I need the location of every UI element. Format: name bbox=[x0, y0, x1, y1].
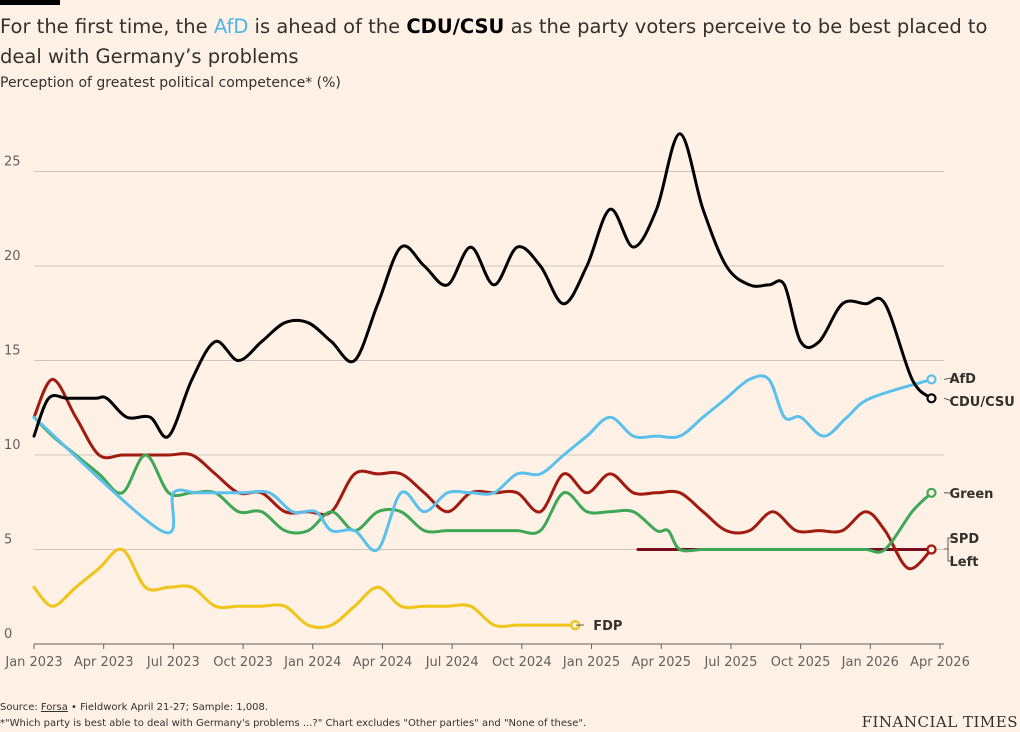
y-tick-label: 25 bbox=[4, 155, 21, 170]
title-cdu: CDU/CSU bbox=[406, 15, 505, 38]
x-axis: Jan 2023 Apr 2023 Jul 2023 Oct 2023 Jan 2024… bbox=[4, 644, 970, 670]
series-line-cducsu bbox=[32, 132, 933, 439]
x-tick-label: Apr 2026 bbox=[910, 655, 970, 670]
y-tick-label: 20 bbox=[4, 249, 21, 264]
series-line-spd bbox=[32, 377, 933, 571]
series-line-afd bbox=[32, 374, 933, 553]
x-tick-label: Oct 2024 bbox=[492, 655, 552, 670]
x-tick-label: Apr 2025 bbox=[631, 655, 691, 670]
series-label-left: Left bbox=[949, 555, 978, 570]
x-tick-label: Apr 2023 bbox=[74, 655, 134, 670]
x-tick-label: Apr 2024 bbox=[353, 655, 413, 670]
title-part-3: as the party voters perceive to be best … bbox=[0, 15, 988, 68]
series-line-green bbox=[32, 415, 933, 554]
series-label-green: Green bbox=[949, 487, 993, 502]
series-label-afd: AfD bbox=[949, 372, 976, 387]
x-tick-label: Jul 2024 bbox=[425, 655, 479, 670]
footnote: *"Which party is best able to deal with … bbox=[0, 718, 587, 729]
ft-logo: FINANCIAL TIMES bbox=[861, 713, 1018, 731]
bracket-spd-left bbox=[944, 537, 952, 562]
x-tick-label: Oct 2025 bbox=[771, 655, 831, 670]
x-tick-label: Jan 2025 bbox=[562, 655, 620, 670]
series-label-spd: SPD bbox=[949, 532, 979, 547]
series-lines bbox=[32, 132, 937, 631]
endpoint-marker-cducsu bbox=[926, 393, 937, 404]
line-chart: 0 5 10 15 20 25 Jan 2023 Apr 2023 Jul 2023 Oct 2… bbox=[4, 132, 1015, 670]
endpoint-marker-afd bbox=[926, 374, 937, 385]
series-line-fdp bbox=[32, 547, 577, 629]
source-note: Source: Forsa • Fieldwork April 21-27; S… bbox=[0, 702, 268, 713]
source-suffix: • Fieldwork April 21-27; Sample: 1,008. bbox=[67, 702, 269, 713]
y-tick-label: 5 bbox=[4, 533, 12, 548]
chart-subtitle: Perception of greatest political compete… bbox=[0, 75, 341, 91]
title-afd: AfD bbox=[213, 15, 249, 38]
source-link[interactable]: Forsa bbox=[40, 702, 68, 713]
title-part-2: is ahead of the bbox=[248, 15, 407, 38]
connector-afd bbox=[943, 377, 953, 380]
series-label-fdp: FDP bbox=[593, 619, 622, 634]
series-label-cducsu: CDU/CSU bbox=[949, 395, 1014, 410]
x-tick-label: Jul 2023 bbox=[146, 655, 200, 670]
title-part-1: For the first time, the bbox=[0, 15, 214, 38]
endpoint-marker-spd bbox=[926, 544, 937, 555]
x-tick-label: Jan 2023 bbox=[4, 655, 62, 670]
y-tick-label: 10 bbox=[4, 438, 21, 453]
series-labels: FDP Left SPD Green AfD CDU/CSU bbox=[575, 372, 1015, 634]
x-tick-label: Oct 2023 bbox=[213, 655, 273, 670]
x-tick-label: Jul 2025 bbox=[703, 655, 757, 670]
gridlines: 0 5 10 15 20 25 bbox=[4, 155, 944, 645]
x-tick-label: Jan 2024 bbox=[283, 655, 341, 670]
connector-cducsu bbox=[943, 397, 953, 402]
y-tick-label: 0 bbox=[4, 627, 12, 642]
endpoint-marker-green bbox=[926, 487, 937, 498]
chart-title: For the first time, the AfD is ahead of … bbox=[0, 12, 1015, 72]
source-prefix: Source: bbox=[0, 702, 41, 713]
y-tick-label: 15 bbox=[4, 344, 21, 359]
ft-top-bar bbox=[0, 0, 60, 5]
x-tick-label: Jan 2026 bbox=[841, 655, 899, 670]
